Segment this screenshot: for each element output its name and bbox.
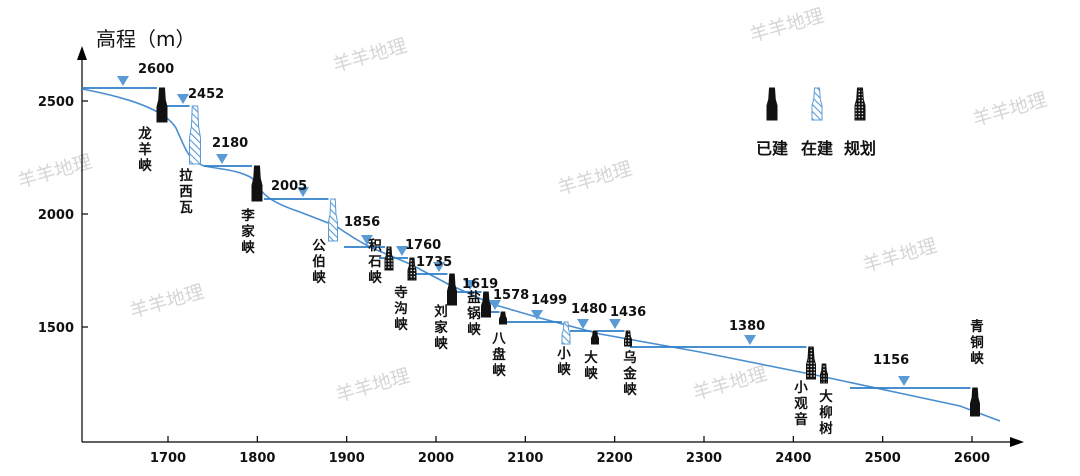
station-name: 积石峡 xyxy=(367,237,382,286)
legend-label: 规划 xyxy=(844,139,876,158)
station-name: 盐锅峡 xyxy=(467,289,481,338)
watermark-text: 羊羊地理 xyxy=(747,5,826,47)
dam-built xyxy=(970,387,980,417)
dam-built xyxy=(499,311,507,325)
x-tick-label: 2200 xyxy=(597,451,633,466)
dam-planned xyxy=(806,346,816,380)
elevation-label: 1380 xyxy=(729,319,765,334)
watermark-text: 羊羊地理 xyxy=(555,158,634,200)
dam-building xyxy=(189,105,201,165)
dam-building xyxy=(328,198,338,242)
water-level-marker xyxy=(744,335,756,345)
station-name: 公伯峡 xyxy=(312,238,326,286)
station-name: 八盘峡 xyxy=(491,331,506,379)
y-tick-label: 2000 xyxy=(38,208,74,223)
watermark-text: 羊羊地理 xyxy=(333,365,412,407)
elevation-label: 1499 xyxy=(531,293,567,308)
watermark-text: 羊羊地理 xyxy=(860,235,939,277)
station-name: 小观音 xyxy=(794,380,808,428)
y-ticks: 1500 2000 2500 xyxy=(38,95,88,336)
dam-built xyxy=(447,273,457,306)
elevation-label: 1436 xyxy=(610,305,646,320)
elevation-label: 2452 xyxy=(188,87,224,102)
elevation-label: 2600 xyxy=(138,62,174,77)
station-name: 拉西瓦 xyxy=(179,167,193,216)
station-name: 龙羊峡 xyxy=(137,125,152,174)
x-ticks: 1700 1800 1900 2000 2100 2200 2300 2400 2500 2600 xyxy=(150,436,990,466)
axes: 高程（m） xyxy=(77,27,1024,447)
watermark-text: 羊羊地理 xyxy=(690,363,769,405)
x-tick-label: 2000 xyxy=(418,451,454,466)
water-level-marker xyxy=(489,300,501,310)
legend-swatch-building xyxy=(811,87,823,121)
dam-built xyxy=(591,330,599,345)
watermark-text: 羊羊地理 xyxy=(127,281,206,323)
station-name: 刘家峡 xyxy=(434,303,448,352)
watermark-text: 羊羊地理 xyxy=(330,35,409,77)
elevation-label: 2005 xyxy=(271,179,307,194)
water-level-marker xyxy=(396,246,408,256)
station-name: 李家峡 xyxy=(240,207,255,256)
dam-planned xyxy=(407,257,417,281)
station-name: 青铜峡 xyxy=(970,318,984,367)
water-level-marker xyxy=(361,235,373,245)
water-level-marker xyxy=(117,76,129,86)
x-axis-arrow xyxy=(1010,437,1024,447)
water-level-marker xyxy=(433,262,445,272)
elevation-label: 1856 xyxy=(344,215,380,230)
x-tick-label: 2300 xyxy=(686,451,722,466)
elevation-label: 1156 xyxy=(873,353,909,368)
x-tick-label: 2600 xyxy=(954,451,990,466)
x-tick-label: 1900 xyxy=(329,451,365,466)
station-name: 小峡 xyxy=(557,346,571,378)
x-tick-label: 2500 xyxy=(865,451,901,466)
station-name: 寺沟峡 xyxy=(394,285,408,333)
legend: 已建 在建 规划 xyxy=(756,87,876,158)
label-layer: 2600 龙羊峡 2452 拉西瓦 2180 李家峡 2005 公伯峡 1856 积石峡 1760 寺… xyxy=(137,62,984,437)
water-level-marker xyxy=(531,310,543,320)
dam-built xyxy=(251,165,263,202)
water-level-marker xyxy=(609,319,621,329)
elevation-label: 1619 xyxy=(462,277,498,292)
y-axis-title: 高程（m） xyxy=(96,27,195,51)
x-tick-label: 2100 xyxy=(507,451,543,466)
water-level-marker xyxy=(898,376,910,386)
y-axis-arrow xyxy=(77,46,87,60)
elevation-label: 1735 xyxy=(416,255,452,270)
elevation-label: 1760 xyxy=(405,238,441,253)
x-tick-label: 1800 xyxy=(239,451,275,466)
station-name: 大峡 xyxy=(584,349,598,382)
watermark-text: 羊羊地理 xyxy=(970,89,1049,131)
water-level-marker xyxy=(464,280,476,290)
x-tick-label: 2400 xyxy=(775,451,811,466)
elevation-label: 1578 xyxy=(493,288,529,303)
dam-planned xyxy=(384,246,394,271)
legend-label: 在建 xyxy=(801,139,833,158)
y-tick-label: 1500 xyxy=(38,321,74,336)
legend-swatch-built xyxy=(766,87,778,121)
water-level-marker xyxy=(297,187,309,197)
y-tick-label: 2500 xyxy=(38,95,74,110)
elevation-label: 1480 xyxy=(571,302,607,317)
legend-swatch-planned xyxy=(854,87,866,121)
reservoir-layer xyxy=(82,76,971,389)
dam-building xyxy=(561,321,571,345)
dam-planned xyxy=(820,363,828,384)
water-level-marker xyxy=(216,154,228,164)
x-tick-label: 1700 xyxy=(150,451,186,466)
dam-layer xyxy=(156,87,980,417)
water-level-marker xyxy=(177,94,189,104)
elevation-label: 2180 xyxy=(212,136,248,151)
dam-built xyxy=(156,87,168,123)
station-name: 乌金峡 xyxy=(622,349,637,398)
dam-planned xyxy=(624,330,632,347)
station-name: 大柳树 xyxy=(819,388,833,437)
legend-label: 已建 xyxy=(756,139,788,158)
dam-built xyxy=(481,291,491,318)
water-level-marker xyxy=(577,319,589,329)
